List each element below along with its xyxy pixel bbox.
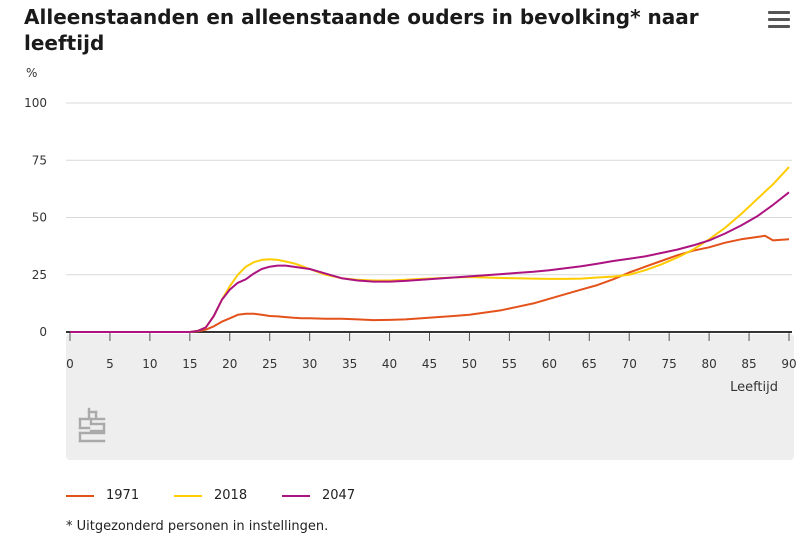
legend-swatch-2047 — [282, 494, 310, 497]
hamburger-menu-icon[interactable] — [768, 11, 790, 31]
x-tick-label: 15 — [182, 357, 197, 371]
x-tick-label: 30 — [302, 357, 317, 371]
footnote: * Uitgezonderd personen in instellingen. — [66, 519, 329, 534]
x-tick-label: 90 — [781, 357, 796, 371]
legend: 1971 2018 2047 — [66, 488, 390, 503]
x-tick-label: 80 — [701, 357, 716, 371]
x-tick-label: 0 — [66, 357, 74, 371]
series-line-1971 — [70, 234, 790, 333]
legend-label-2047: 2047 — [322, 488, 356, 503]
gridlines — [66, 102, 792, 333]
y-tick-label: 75 — [32, 153, 47, 167]
legend-swatch-1971 — [66, 494, 94, 497]
cbs-logo-icon — [78, 407, 106, 443]
x-tick-label: 25 — [262, 357, 277, 371]
series-lines — [70, 166, 790, 333]
x-axis-ticks: 0 5 10 15 20 25 30 35 40 45 50 55 60 65 70 75 80 85 90 — [66, 333, 797, 371]
y-tick-label: 0 — [39, 325, 47, 339]
x-tick-label: 45 — [422, 357, 437, 371]
menu-bar — [768, 11, 790, 14]
menu-bar — [768, 18, 790, 21]
x-tick-label: 10 — [142, 357, 157, 371]
legend-label-2018: 2018 — [214, 488, 248, 503]
x-tick-label: 50 — [462, 357, 477, 371]
legend-label-1971: 1971 — [106, 488, 140, 503]
y-tick-label: 100 — [24, 96, 47, 110]
x-tick-label: 20 — [222, 357, 237, 371]
series-line-2047 — [70, 191, 790, 333]
menu-bar — [768, 25, 790, 28]
x-axis-background-band — [66, 334, 794, 460]
x-tick-label: 40 — [382, 357, 397, 371]
x-tick-label: 60 — [542, 357, 557, 371]
x-tick-label: 35 — [342, 357, 357, 371]
y-axis-unit-label: % — [26, 66, 38, 80]
chart-title: Alleenstaanden en alleenstaande ouders i… — [24, 5, 699, 55]
x-axis-label: Leeftijd — [730, 380, 778, 395]
x-tick-label: 5 — [106, 357, 114, 371]
y-tick-label: 25 — [32, 268, 47, 282]
y-axis-ticks: 0 25 50 75 100 — [24, 96, 47, 339]
x-tick-label: 55 — [502, 357, 517, 371]
x-tick-label: 85 — [741, 357, 756, 371]
legend-item-1971[interactable]: 1971 — [66, 488, 174, 503]
legend-item-2018[interactable]: 2018 — [174, 488, 282, 503]
legend-item-2047[interactable]: 2047 — [282, 488, 390, 503]
legend-swatch-2018 — [174, 494, 202, 497]
y-tick-label: 50 — [32, 211, 47, 225]
x-tick-label: 70 — [622, 357, 637, 371]
x-tick-label: 75 — [662, 357, 677, 371]
x-tick-label: 65 — [582, 357, 597, 371]
